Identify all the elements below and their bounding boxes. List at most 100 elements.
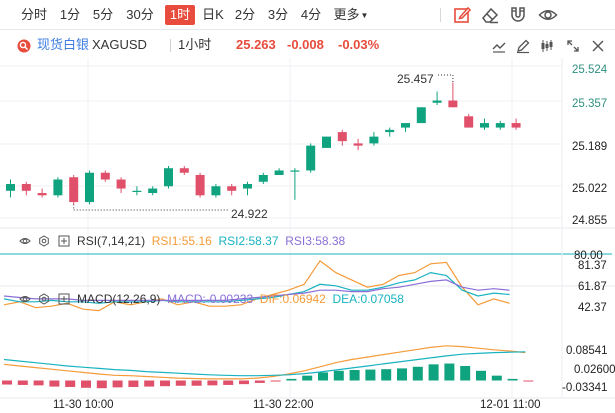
symbol-search-icon[interactable] [16,38,32,54]
macd-bar [333,370,344,381]
dif-value: DIF:0.06942 [259,292,326,306]
settings-gear-icon[interactable] [38,293,50,305]
macd-bar [412,366,423,381]
timeframe-tab-intraday[interactable]: 分时 [20,7,47,22]
rsi2-line [3,271,510,304]
candle-body [290,170,300,172]
rsi-tick: 80.00 [574,250,603,262]
candle-body [148,188,158,194]
macd-bar [17,380,28,385]
draw-icon[interactable] [452,5,472,25]
macd-bar [349,370,360,381]
macd-bar [191,380,202,386]
macd-bar [49,380,60,387]
candle-body [227,186,237,191]
macd-tick: -0.03341 [562,382,607,394]
timeframe-tab-2m[interactable]: 2分 [234,7,256,22]
indicator-chart-icon[interactable] [491,38,507,54]
rsi1-value: RSI1:55.16 [151,234,212,248]
collapse-icon[interactable] [58,293,70,305]
timeframe-tab-4m[interactable]: 4分 [300,7,322,22]
candle-body [100,172,110,180]
dea-value: DEA:0.07058 [332,292,404,306]
collapse-icon[interactable] [58,235,70,247]
macd-histogram [2,363,534,389]
close-icon[interactable] [590,38,606,54]
chart-grid [0,58,615,399]
eraser-icon[interactable] [480,5,500,25]
time-axis-label: 11-30 22:00 [253,399,314,411]
dea-line [3,351,526,377]
macd-bar [96,380,107,389]
timeframe-tab-30m[interactable]: 30分 [126,7,154,22]
macd-bar [112,380,123,388]
price-tick: 25.357 [572,98,607,110]
eye-icon[interactable] [19,235,31,247]
candle-body [53,179,63,196]
magnet-icon[interactable] [508,5,528,25]
macd-bar [302,375,313,381]
rsi-tick: 42.37 [578,302,607,314]
chart-text-labels: 25.524 25.357 25.189 25.022 24.855 25.45… [53,64,615,411]
candle-body [21,184,31,191]
macd-bar [491,375,502,381]
time-axis-label: 12-01 11:00 [480,399,541,411]
info-divider [170,39,171,52]
candle-body [464,116,474,128]
fullscreen-icon[interactable] [565,38,581,54]
macd-bar [397,368,407,381]
macd-bar [476,370,486,381]
candle-body [195,174,205,196]
timeframe-tab-5m[interactable]: 5分 [92,7,114,22]
timeframe-tab-3m[interactable]: 3分 [267,7,289,22]
candle-body [37,193,47,196]
edit-pencil-icon[interactable] [515,38,531,54]
candle-body [385,129,395,133]
macd-bar [507,378,518,381]
dif-line [3,345,526,380]
macd-value: MACD:-0.00233 [167,292,254,306]
candle-body [116,179,126,189]
eye-icon[interactable] [19,293,31,305]
candle-body [511,123,521,128]
candle-body [132,190,142,192]
macd-bar [286,378,297,381]
macd-bar [128,380,139,387]
low-annotation: 24.922 [231,207,268,221]
macd-bar [175,380,186,386]
macd-name: MACD(12,26,9) [77,292,161,306]
symbol-name[interactable]: 现货白银 [37,37,90,52]
timeframe-tab-1h[interactable]: 1时 [165,5,195,25]
rsi3-line [3,279,510,301]
candle-body [416,107,426,124]
candle-body [69,177,79,203]
candle-type-icon[interactable] [539,38,555,54]
rsi-name: RSI(7,14,21) [77,234,146,248]
macd-bar [223,380,234,385]
timeframe-tab-1m[interactable]: 1分 [59,7,81,22]
candle-body [85,172,94,203]
macd-bar [318,372,328,381]
macd-legend: MACD(12,26,9) MACD:-0.00233 DIF:0.06942 … [19,292,404,306]
macd-bar [254,380,265,383]
candle-body [6,184,15,191]
rsi-tick: 81.37 [578,260,607,272]
timeframe-more-dropdown[interactable]: 更多▼ [332,5,370,25]
price-tick: 24.855 [572,215,607,227]
rsi2-value: RSI2:58.37 [218,234,279,248]
macd-bar [460,365,471,381]
price-chart[interactable]: 25.524 25.357 25.189 25.022 24.855 25.45… [0,58,615,413]
macd-bar [33,380,44,386]
settings-gear-icon[interactable] [38,235,50,247]
macd-bar [144,380,155,387]
macd-lines [3,345,526,380]
macd-tick: 0.02600 [574,364,615,376]
candle-body [306,145,316,171]
macd-bar [270,380,281,382]
last-price: 25.263 [236,37,276,52]
timeframe-tab-daily[interactable]: 日K [202,7,224,22]
interval-label[interactable]: 1小时 [178,37,212,52]
eye-icon[interactable] [538,5,558,25]
candle-body [448,100,458,108]
candle-body [401,123,410,128]
